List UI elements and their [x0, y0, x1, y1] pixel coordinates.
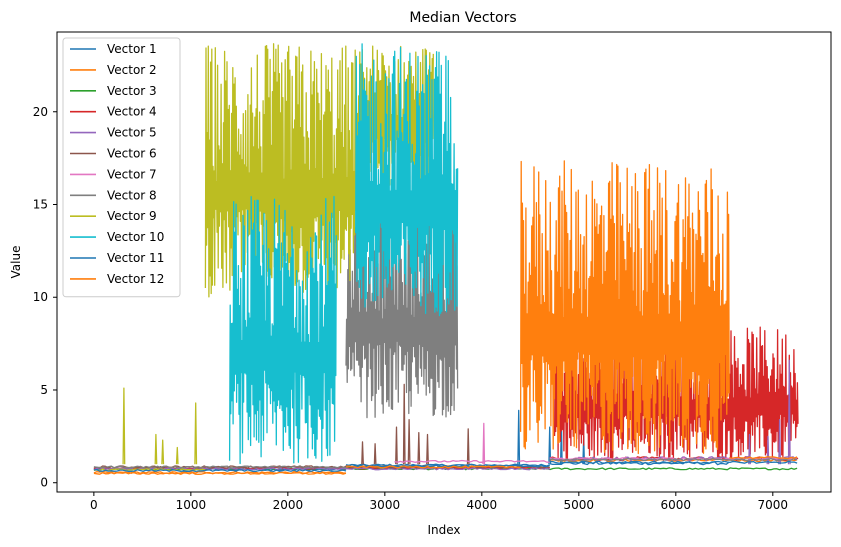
- x-tick-label: 1000: [176, 498, 207, 512]
- x-tick-label: 5000: [564, 498, 595, 512]
- series-line-12: [93, 160, 798, 475]
- y-axis: 0 5 10 15 20: [33, 105, 57, 490]
- y-tick-label: 5: [40, 383, 48, 397]
- y-tick-label: 0: [40, 476, 48, 490]
- y-tick-label: 10: [33, 290, 48, 304]
- x-tick-label: 2000: [273, 498, 304, 512]
- x-axis-label: Index: [427, 523, 460, 537]
- series-line-11: [93, 460, 798, 473]
- legend-label: Vector 12: [107, 272, 164, 286]
- x-tick-label: 6000: [661, 498, 692, 512]
- y-tick-label: 20: [33, 105, 48, 119]
- plot-frame: [56, 31, 832, 493]
- legend-label: Vector 11: [107, 251, 164, 265]
- legend-label: Vector 5: [107, 126, 157, 140]
- x-tick-label: 7000: [758, 498, 789, 512]
- y-tick-label: 15: [33, 198, 48, 212]
- legend-label: Vector 3: [107, 84, 157, 98]
- legend-label: Vector 9: [107, 209, 157, 223]
- legend-label: Vector 4: [107, 105, 157, 119]
- x-tick-label: 4000: [467, 498, 498, 512]
- legend-label: Vector 6: [107, 147, 157, 161]
- legend-box: [62, 37, 181, 298]
- legend-label: Vector 8: [107, 188, 157, 202]
- legend-label: Vector 10: [107, 230, 164, 244]
- series-line-7: [394, 422, 798, 465]
- y-axis-label: Value: [9, 246, 23, 279]
- series-lines: [93, 43, 799, 475]
- x-axis: 0 1000 2000 3000 4000 5000 6000 7000: [90, 492, 788, 512]
- x-tick-label: 3000: [370, 498, 401, 512]
- legend: Vector 1 Vector 2 Vector 3 Vector 4 Vector 5…: [62, 37, 181, 298]
- series-line-10: [228, 43, 459, 465]
- plot-area: [56, 31, 832, 493]
- chart-title: Median Vectors: [409, 10, 516, 26]
- x-tick-label: 0: [90, 498, 98, 512]
- series-line-8: [93, 199, 798, 469]
- legend-label: Vector 2: [107, 63, 157, 77]
- legend-label: Vector 1: [107, 42, 157, 56]
- legend-label: Vector 7: [107, 167, 157, 181]
